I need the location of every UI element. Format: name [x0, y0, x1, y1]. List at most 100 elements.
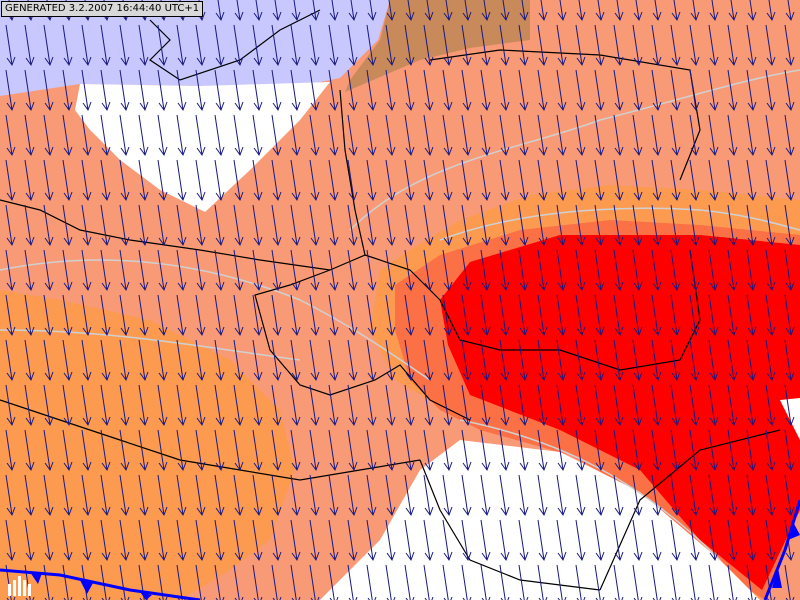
wind-arrow: [613, 384, 624, 427]
wind-arrow: [708, 294, 719, 337]
wind-arrow: [651, 114, 662, 157]
wind-arrow: [119, 114, 130, 157]
wind-arrow: [651, 474, 662, 517]
wind-arrow: [727, 474, 738, 517]
wind-arrow: [290, 429, 301, 472]
wind-arrow: [518, 204, 529, 247]
wind-arrow: [632, 159, 643, 202]
wind-arrow: [499, 114, 510, 157]
wind-arrow: [138, 339, 149, 382]
wind-arrow: [385, 339, 396, 382]
brown-area: [345, 0, 530, 92]
wind-arrow: [784, 249, 795, 292]
wind-arrow: [119, 339, 130, 382]
wind-arrow: [480, 249, 491, 292]
wind-arrow: [138, 519, 149, 562]
wind-arrow: [709, 0, 719, 22]
wind-arrow: [404, 519, 415, 562]
isoline: [0, 259, 431, 381]
wind-arrow: [556, 249, 567, 292]
wind-arrow: [651, 519, 662, 562]
wind-arrow: [291, 0, 301, 22]
wind-arrow: [119, 249, 130, 292]
wind-arrow: [404, 24, 415, 67]
wind-arrow: [670, 474, 681, 517]
wind-arrow: [594, 249, 605, 292]
wind-arrow: [290, 69, 301, 112]
wind-arrow: [157, 384, 168, 427]
wind-arrow: [423, 114, 434, 157]
wind-arrow: [138, 69, 149, 112]
wind-arrow: [746, 204, 757, 247]
wind-arrow: [594, 69, 605, 112]
wind-arrow: [537, 339, 548, 382]
wind-arrow: [651, 69, 662, 112]
wind-arrow: [62, 429, 73, 472]
wind-arrow: [537, 114, 548, 157]
wind-arrow: [252, 114, 263, 157]
wind-arrow: [613, 159, 624, 202]
wind-arrow: [100, 339, 111, 382]
wind-arrow: [670, 24, 681, 67]
wind-arrow: [81, 114, 92, 157]
wind-arrow: [404, 69, 415, 112]
wind-arrow: [671, 0, 681, 22]
wind-arrow: [138, 249, 149, 292]
wind-arrow: [43, 159, 54, 202]
wind-arrow: [499, 474, 510, 517]
wind-arrow: [252, 474, 263, 517]
wind-arrow: [708, 474, 719, 517]
cold-front-east: [763, 499, 800, 600]
wind-arrow: [423, 69, 434, 112]
wind-arrow: [576, 0, 586, 22]
wind-arrow: [81, 69, 92, 112]
wind-arrow: [708, 24, 719, 67]
wind-arrow: [670, 114, 681, 157]
wind-arrow: [43, 24, 54, 67]
wind-arrow: [271, 24, 282, 67]
wind-arrow: [62, 474, 73, 517]
wind-arrow: [480, 159, 491, 202]
wind-arrow: [290, 24, 301, 67]
wind-arrow: [81, 294, 92, 337]
wind-arrow: [689, 69, 700, 112]
wind-arrow: [157, 429, 168, 472]
wind-arrow: [461, 204, 472, 247]
wind-arrow: [328, 249, 339, 292]
wind-arrow: [404, 384, 415, 427]
wind-arrow: [404, 114, 415, 157]
wind-arrow: [309, 204, 320, 247]
wind-arrow: [119, 384, 130, 427]
wind-arrow: [481, 0, 491, 22]
logo-bar: [23, 580, 26, 596]
white-area: [75, 82, 330, 212]
wind-arrow: [499, 384, 510, 427]
wind-arrow: [43, 204, 54, 247]
wind-arrow: [727, 384, 738, 427]
wind-arrow: [689, 114, 700, 157]
wind-arrow: [195, 474, 206, 517]
wind-arrow: [157, 69, 168, 112]
wind-arrow: [24, 519, 35, 562]
wind-arrow: [727, 294, 738, 337]
wind-arrow: [366, 159, 377, 202]
wind-arrow: [328, 384, 339, 427]
wind-arrow: [556, 339, 567, 382]
wind-arrow: [309, 294, 320, 337]
wind-arrow: [290, 204, 301, 247]
wind-arrow: [442, 24, 453, 67]
wind-arrow: [385, 519, 396, 562]
wind-arrow: [632, 294, 643, 337]
wind-arrow: [594, 294, 605, 337]
wind-arrow: [556, 69, 567, 112]
wind-arrow: [81, 384, 92, 427]
wind-arrow: [461, 384, 472, 427]
wind-arrow: [5, 519, 16, 562]
wind-arrow: [423, 519, 434, 562]
wind-arrows: [5, 0, 795, 600]
wind-arrow: [271, 294, 282, 337]
wind-arrow: [461, 429, 472, 472]
wind-arrow: [442, 69, 453, 112]
